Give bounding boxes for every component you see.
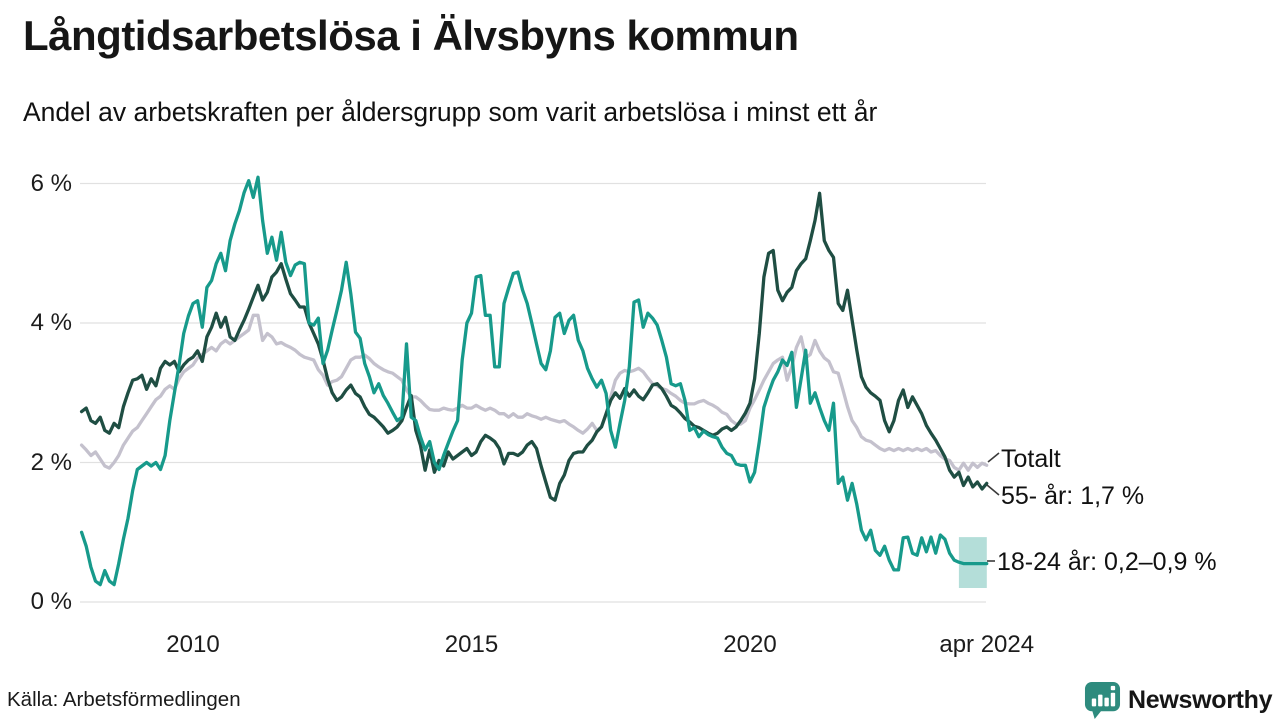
annotation-18-24-ar: 18-24 år: 0,2–0,9 % [997, 548, 1217, 576]
newsworthy-logo-text: Newsworthy [1128, 685, 1273, 714]
newsworthy-logo[interactable]: Newsworthy [1084, 681, 1273, 719]
x-tick-label: 2015 [444, 631, 499, 658]
annotation-totalt: Totalt [1001, 445, 1061, 473]
y-tick-label: 6 % [30, 169, 72, 197]
logo-exclamation-dot [1110, 685, 1116, 691]
series-line-totalt [79, 313, 989, 472]
annotation-55-ar: 55- år: 1,7 % [1001, 482, 1145, 510]
x-tick-label: 2010 [166, 631, 220, 658]
source-label: Källa: Arbetsförmedlingen [7, 688, 241, 711]
logo-bar-1 [1091, 698, 1097, 707]
series-lines [79, 175, 989, 587]
x-tick-label: apr 2024 [939, 631, 1035, 658]
series-line-18-24-ar [79, 175, 989, 587]
leader-line-55-ar [986, 484, 1000, 496]
newsworthy-logo-icon [1084, 681, 1121, 719]
y-tick-label: 0 % [30, 588, 72, 615]
y-tick-label: 2 % [30, 448, 72, 476]
page-title: Långtidsarbetslösa i Älvsbyns kommun [23, 12, 799, 59]
logo-bar-3 [1104, 697, 1109, 707]
y-tick-label: 4 % [30, 309, 72, 336]
chart-subtitle: Andel av arbetskraften per åldersgrupp s… [23, 97, 878, 127]
x-tick-label: 2020 [723, 631, 777, 658]
leader-lines [986, 452, 1000, 562]
logo-bar-2 [1098, 694, 1103, 707]
series-line-55-ar [79, 191, 989, 502]
leader-line-totalt [987, 452, 1000, 463]
gridlines [80, 182, 986, 603]
logo-exclamation-bar [1110, 692, 1116, 707]
